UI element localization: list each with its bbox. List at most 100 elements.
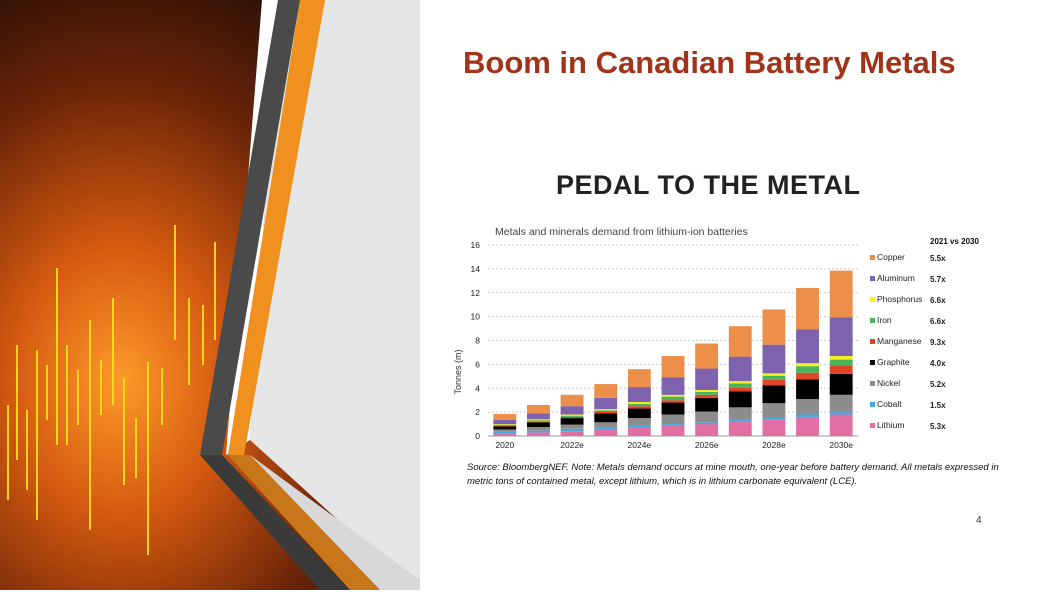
bar-segment-manganese-2020 [493,425,517,427]
bar-segment-nickel-2022e [560,424,584,429]
bar-segment-manganese-2030e [829,365,853,374]
legend-label-copper: Copper [877,252,905,262]
bar-segment-nickel-2027e [728,407,752,420]
bar-segment-copper-2030e [829,270,853,318]
legend-swatch-iron [870,318,875,323]
bar-segment-manganese-2029e [796,372,819,380]
legend-label-lithium: Lithium [877,420,904,430]
bar-segment-phosphorus-2030e [829,356,853,360]
bar-segment-lithium-2020 [493,433,517,436]
bar-segment-lithium-2028e [762,419,786,436]
bar-segment-lithium-2023e [594,429,618,436]
bar-segment-cobalt-2026e [695,422,719,425]
legend-growth-phosphorus: 6.6x [930,296,946,305]
legend-growth-copper: 5.5x [930,254,946,263]
bar-segment-phosphorus-2024e [627,401,651,404]
legend-growth-aluminum: 5.7x [930,275,946,284]
bar-segment-iron-2023e [594,410,618,412]
bar-segment-copper-2025e [661,356,685,378]
bar-segment-aluminum-2025e [661,377,685,395]
bar-segment-nickel-2029e [796,398,819,415]
bar-segment-nickel-2021 [527,427,550,431]
y-axis-label: Tonnes (m) [453,349,463,394]
y-tick-label: 14 [471,264,481,274]
legend-swatch-lithium [870,423,875,428]
bar-segment-nickel-2026e [695,411,719,423]
bar-segment-cobalt-2028e [762,417,786,420]
bar-segment-copper-2020 [493,413,517,420]
bar-segment-manganese-2027e [728,387,752,392]
background-photo [0,0,420,590]
bar-segment-phosphorus-2027e [728,381,752,384]
y-tick-label: 4 [475,383,480,393]
bar-segment-cobalt-2023e [594,427,618,430]
bar-segment-aluminum-2023e [594,397,618,410]
bar-segment-nickel-2025e [661,414,685,425]
bar-segment-cobalt-2020 [493,431,517,434]
bar-segment-cobalt-2022e [560,428,584,432]
legend-label-iron: Iron [877,315,892,325]
bar-segment-phosphorus-2025e [661,394,685,397]
legend-swatch-phosphorus [870,297,875,302]
legend-swatch-manganese [870,339,875,344]
bar-segment-aluminum-2024e [627,387,651,402]
bar-segment-lithium-2021 [527,432,550,436]
bar-segment-phosphorus-2023e [594,409,618,411]
stacked-bar-chart: Metals and minerals demand from lithium-… [453,226,979,450]
bar-segment-iron-2021 [527,420,550,422]
bar-segment-lithium-2030e [829,414,853,436]
bar-segment-nickel-2024e [627,418,651,426]
bar-segment-graphite-2026e [695,397,719,412]
bar-segment-iron-2030e [829,359,853,366]
bar-segment-manganese-2028e [762,379,786,386]
bar-segment-nickel-2020 [493,429,517,432]
legend-label-cobalt: Cobalt [877,399,902,409]
bar-segment-cobalt-2030e [829,412,853,415]
legend-swatch-nickel [870,381,875,386]
bar-segment-copper-2021 [527,404,550,414]
bar-segment-phosphorus-2029e [796,363,819,367]
bar-segment-copper-2024e [627,369,651,388]
bar-segment-copper-2022e [560,394,584,407]
bar-segment-lithium-2029e [796,416,819,436]
y-tick-label: 0 [475,431,480,441]
legend-growth-lithium: 5.3x [930,422,946,431]
bar-segment-manganese-2022e [560,416,584,419]
legend-label-phosphorus: Phosphorus [877,294,922,304]
bar-segment-nickel-2023e [594,422,618,428]
bar-segment-graphite-2027e [728,391,752,408]
y-tick-label: 10 [471,312,481,322]
bar-segment-aluminum-2029e [796,329,819,364]
x-tick-label: 2026e [695,440,719,450]
bar-segment-lithium-2025e [661,425,685,436]
bar-segment-iron-2028e [762,375,786,380]
legend-swatch-cobalt [870,402,875,407]
bar-segment-phosphorus-2020 [493,424,517,425]
chart-headline: PEDAL TO THE METAL [556,170,861,200]
bar-segment-graphite-2030e [829,373,853,395]
legend-swatch-copper [870,255,875,260]
bar-segment-iron-2025e [661,396,685,401]
bar-segment-graphite-2023e [594,413,618,423]
legend-label-aluminum: Aluminum [877,273,915,283]
bar-segment-aluminum-2027e [728,356,752,382]
bar-segment-copper-2023e [594,384,618,398]
bar-segment-iron-2027e [728,383,752,388]
bar-segment-iron-2026e [695,391,719,395]
decorative-stripes [7,0,420,590]
y-tick-label: 12 [471,288,481,298]
legend-swatch-aluminum [870,276,875,281]
bar-segment-iron-2029e [796,366,819,373]
legend-growth-iron: 6.6x [930,317,946,326]
bar-segment-cobalt-2027e [728,419,752,422]
legend-header: 2021 vs 2030 [930,237,979,246]
bar-segment-manganese-2023e [594,411,618,414]
bar-segment-iron-2022e [560,415,584,417]
bar-segment-phosphorus-2021 [527,419,550,421]
bar-segment-graphite-2022e [560,418,584,425]
bar-segment-manganese-2026e [695,394,719,398]
bar-segment-phosphorus-2026e [695,390,719,392]
bar-segment-graphite-2028e [762,385,786,404]
bar-segment-manganese-2021 [527,421,550,423]
bar-segment-phosphorus-2028e [762,373,786,376]
